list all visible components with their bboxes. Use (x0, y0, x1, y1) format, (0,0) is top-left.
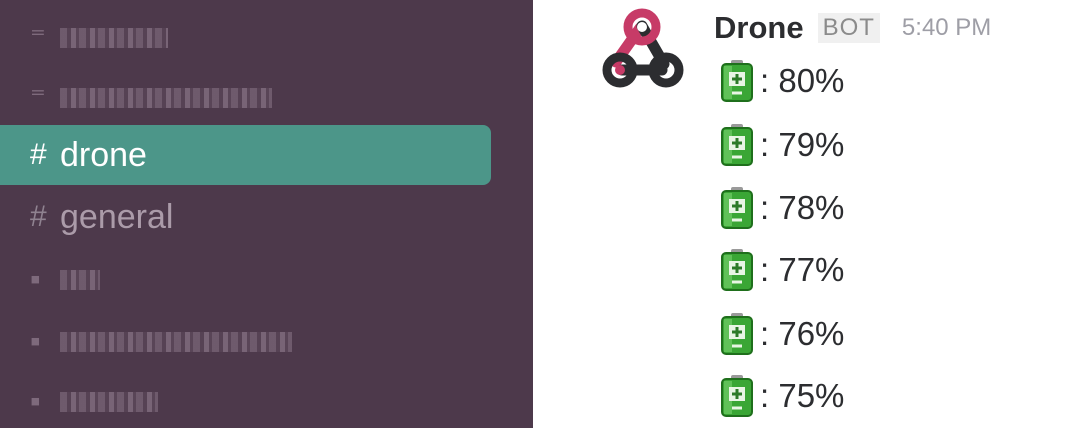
sidebar-channel-redacted[interactable]: ▪ (0, 372, 491, 428)
redacted-channel-name (60, 270, 100, 290)
battery-icon (721, 375, 753, 417)
hash-icon: ▪ (30, 385, 41, 418)
channel-sidebar: ⁼ ⁼ # drone # general ▪ ▪ ▪ (0, 0, 533, 428)
sidebar-channel-drone[interactable]: # drone (0, 125, 491, 185)
hash-icon: ▪ (30, 263, 41, 296)
hash-icon: ▪ (30, 325, 41, 358)
message-line: : 80% (720, 59, 844, 103)
redacted-channel-name (60, 332, 292, 352)
battery-level-text: : 76% (760, 315, 845, 352)
bot-badge: BOT (817, 13, 880, 43)
redacted-channel-name (60, 28, 168, 48)
sidebar-channel-general[interactable]: # general (0, 187, 491, 247)
battery-level-text: : 80% (760, 62, 845, 99)
message-line: : 79% (720, 123, 844, 167)
sidebar-channel-redacted[interactable]: ⁼ (0, 68, 491, 128)
channel-name: drone (60, 135, 147, 174)
message-line: : 78% (720, 186, 844, 230)
battery-level-text: : 79% (760, 126, 845, 163)
redacted-channel-name (60, 88, 272, 108)
battery-level-text: : 78% (760, 189, 845, 226)
message-line: : 76% (720, 312, 844, 356)
hash-icon: ⁼ (30, 81, 46, 115)
battery-icon (721, 249, 753, 291)
battery-icon (721, 124, 753, 166)
message-header: Drone BOT 5:40 PM (714, 8, 991, 48)
hash-icon: # (30, 200, 47, 233)
webhook-icon[interactable] (600, 8, 686, 94)
sidebar-channel-redacted[interactable]: ▪ (0, 312, 491, 372)
message-line: : 75% (720, 374, 844, 418)
timestamp[interactable]: 5:40 PM (901, 14, 992, 41)
battery-level-text: : 75% (760, 377, 845, 414)
battery-icon (721, 313, 753, 355)
battery-icon (721, 60, 753, 102)
redacted-channel-name (60, 392, 158, 412)
hash-icon: # (30, 138, 47, 171)
channel-name: general (60, 197, 174, 236)
message-pane: Drone BOT 5:40 PM : 80% : 79% (533, 0, 1073, 428)
battery-level-text: : 77% (760, 251, 845, 288)
hash-icon: ⁼ (30, 21, 46, 55)
username[interactable]: Drone (714, 10, 804, 45)
sidebar-channel-redacted[interactable]: ⁼ (0, 8, 491, 68)
sidebar-channel-redacted[interactable]: ▪ (0, 250, 491, 310)
battery-icon (721, 187, 753, 229)
message-line: : 77% (720, 248, 844, 292)
